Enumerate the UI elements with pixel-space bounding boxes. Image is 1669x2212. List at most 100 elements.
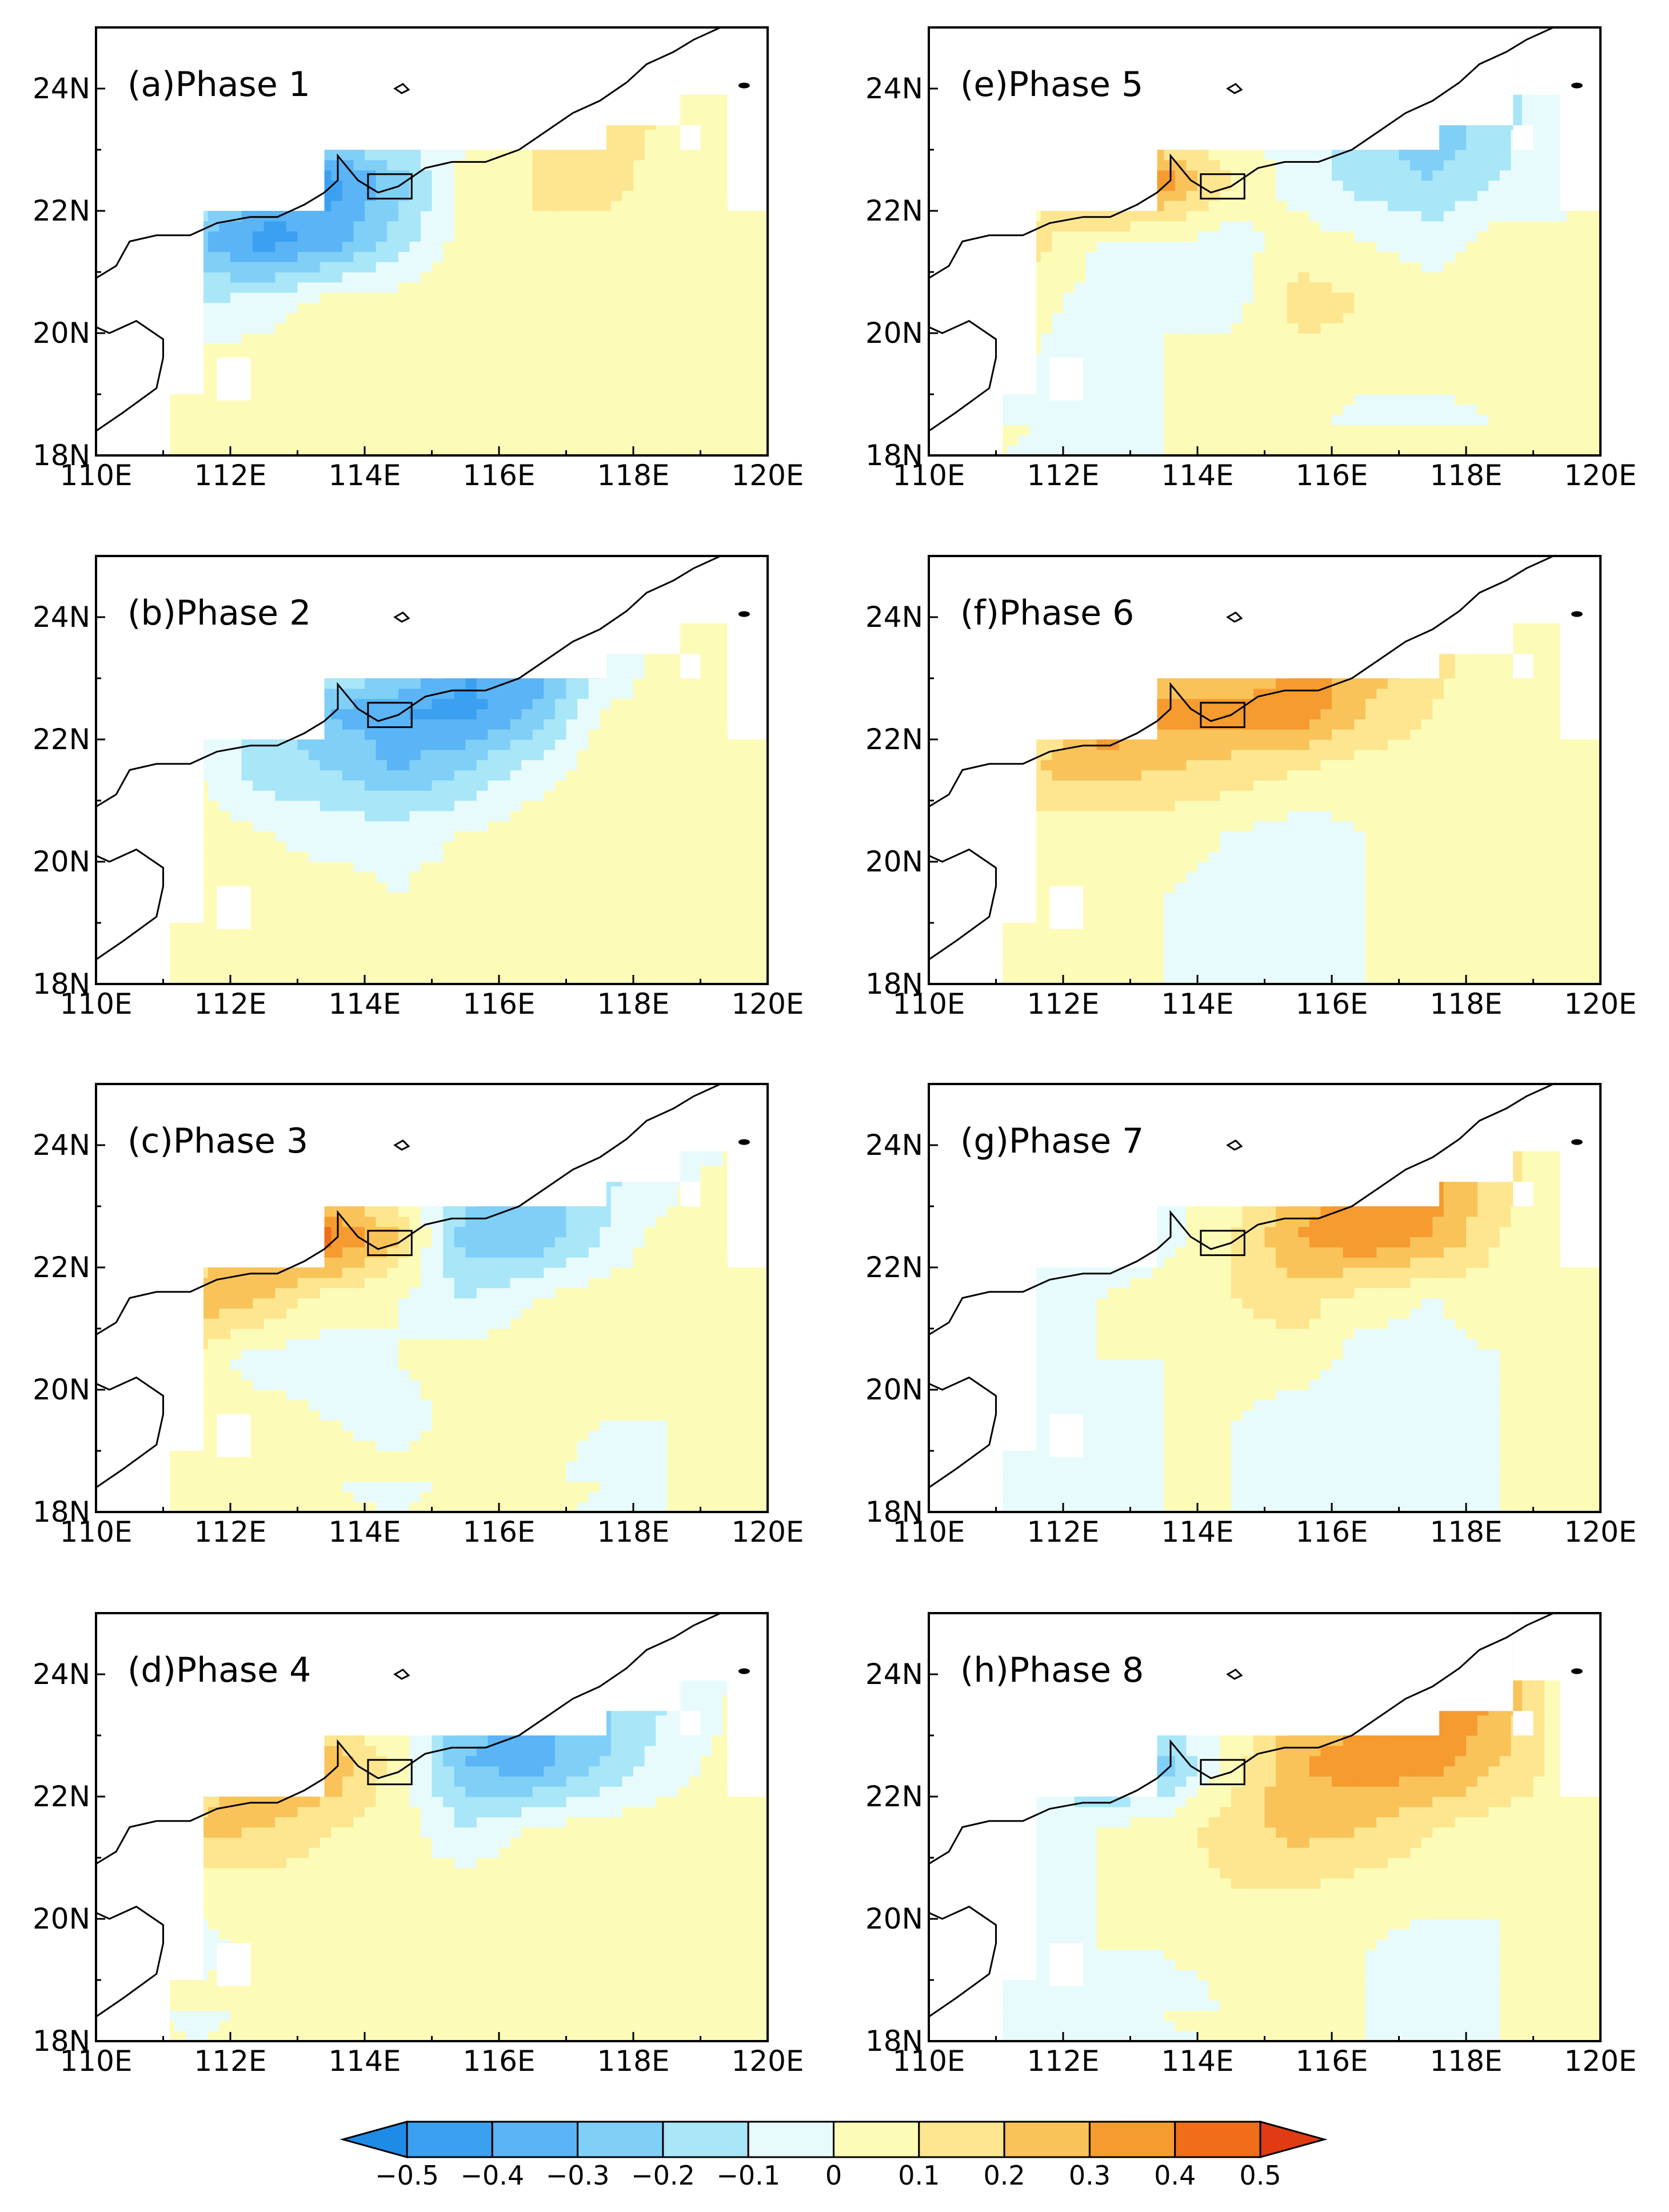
contour-cell <box>745 1420 757 1431</box>
contour-cell <box>633 698 645 710</box>
contour-cell <box>722 1257 728 1268</box>
contour-cell <box>443 241 455 252</box>
contour-cell <box>476 1379 488 1390</box>
contour-cell <box>275 780 287 791</box>
contour-cell <box>499 810 511 822</box>
contour-cell <box>465 759 477 771</box>
contour-cell <box>566 1420 578 1431</box>
contour-cell <box>499 749 511 761</box>
contour-cell <box>722 810 734 822</box>
contour-cell <box>510 425 522 435</box>
contour-cell <box>610 841 622 852</box>
contour-cell <box>309 272 321 283</box>
contour-cell <box>712 435 724 446</box>
contour-cell <box>376 780 388 791</box>
contour-cell <box>745 425 757 435</box>
contour-cell <box>376 749 388 761</box>
contour-cell <box>253 262 265 273</box>
contour-cell <box>443 1308 455 1319</box>
contour-cell <box>376 1257 388 1268</box>
contour-cell <box>666 759 678 771</box>
contour-cell <box>521 292 533 303</box>
contour-cell <box>309 435 321 446</box>
contour-cell <box>678 445 690 455</box>
contour-cell <box>342 851 354 862</box>
contour-cell <box>207 821 219 832</box>
contour-cell <box>577 892 589 903</box>
contour-cell <box>376 1226 388 1238</box>
contour-cell <box>745 1379 757 1390</box>
contour-cell <box>454 851 466 862</box>
contour-cell <box>420 251 433 262</box>
contour-cell <box>376 272 388 283</box>
contour-cell <box>577 262 589 273</box>
contour-cell <box>554 272 567 283</box>
contour-cell <box>622 302 634 313</box>
contour-cell <box>499 435 511 446</box>
contour-cell <box>398 445 410 455</box>
contour-cell <box>600 1277 612 1289</box>
contour-cell <box>353 211 365 222</box>
contour-cell <box>499 1216 511 1227</box>
contour-cell <box>443 882 455 893</box>
contour-cell <box>207 394 219 405</box>
contour-cell <box>297 841 309 852</box>
contour-cell <box>644 211 656 222</box>
contour-cell <box>353 729 365 740</box>
contour-cell <box>398 709 410 719</box>
contour-cell <box>320 241 332 252</box>
contour-cell <box>544 892 556 903</box>
contour-cell <box>454 1247 466 1258</box>
contour-cell <box>756 374 768 385</box>
contour-cell <box>666 739 678 750</box>
contour-cell <box>275 302 287 313</box>
contour-cell <box>544 231 556 242</box>
contour-cell <box>286 272 298 283</box>
contour-cell <box>633 1247 645 1258</box>
contour-cell <box>544 770 556 781</box>
contour-cell <box>600 1420 612 1431</box>
contour-cell <box>219 1287 231 1299</box>
contour-cell <box>465 953 477 964</box>
contour-cell <box>420 1277 433 1289</box>
contour-cell <box>532 1441 544 1451</box>
contour-cell <box>420 272 433 283</box>
contour-cell <box>241 414 253 426</box>
contour-cell <box>203 241 209 252</box>
contour-cell <box>320 1287 332 1299</box>
contour-cell <box>342 841 354 852</box>
contour-cell <box>499 1308 511 1319</box>
contour-cell <box>666 1226 678 1238</box>
contour-cell <box>633 719 645 730</box>
contour-cell <box>353 1461 365 1472</box>
contour-cell <box>622 129 634 150</box>
contour-cell <box>420 1338 433 1350</box>
contour-cell <box>577 353 589 365</box>
contour-cell <box>554 790 567 801</box>
contour-cell <box>622 871 634 883</box>
contour-cell <box>521 1430 533 1441</box>
contour-cell <box>420 1471 433 1482</box>
contour-cell <box>263 801 275 811</box>
contour-cell <box>712 770 724 781</box>
contour-cell <box>454 394 466 405</box>
contour-cell <box>409 1471 421 1482</box>
contour-cell <box>756 1318 768 1329</box>
contour-cell <box>454 313 466 323</box>
contour-cell <box>387 1277 399 1289</box>
contour-cell <box>510 862 522 873</box>
contour-cell <box>499 1277 511 1289</box>
contour-cell <box>432 963 444 974</box>
contour-cell <box>476 1491 488 1502</box>
contour-cell <box>432 1502 444 1512</box>
contour-cell <box>610 282 622 293</box>
contour-cell <box>656 211 668 222</box>
contour-cell <box>734 333 746 344</box>
contour-cell <box>342 709 354 719</box>
contour-cell <box>656 302 668 313</box>
contour-cell <box>544 1369 556 1380</box>
contour-cell <box>644 445 656 455</box>
contour-cell <box>230 862 242 873</box>
contour-cell <box>219 404 231 415</box>
contour-cell <box>253 313 265 323</box>
